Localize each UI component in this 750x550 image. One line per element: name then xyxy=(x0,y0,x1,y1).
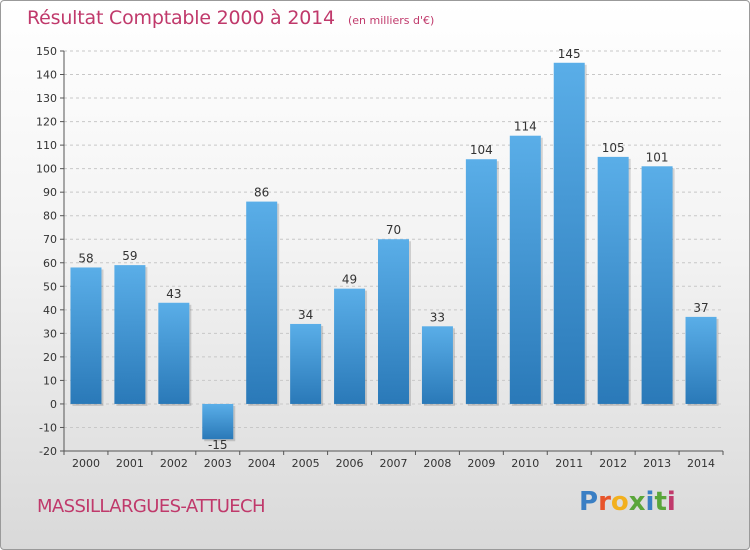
y-tick-label: 90 xyxy=(43,186,57,199)
data-label: 59 xyxy=(122,249,137,263)
y-tick-label: 130 xyxy=(36,92,57,105)
bar xyxy=(334,288,366,404)
y-tick-label: 140 xyxy=(36,69,57,82)
y-tick-label: 30 xyxy=(43,327,57,340)
bar xyxy=(246,201,278,404)
tick-labels: -20 -10 0 10 20 30 40 50 60 70 80 90 100 110 120 130 140… xyxy=(36,45,715,470)
y-tick-label: 0 xyxy=(50,398,57,411)
bar xyxy=(553,62,585,404)
bar xyxy=(202,403,234,440)
logo-letter: r xyxy=(598,487,611,517)
y-tick-label: 40 xyxy=(43,304,57,317)
x-tick-label: 2000 xyxy=(72,457,100,470)
chart-subtitle: (en milliers d'€) xyxy=(347,14,435,27)
logo-letter: o xyxy=(610,487,629,517)
data-label: 34 xyxy=(298,308,313,322)
y-tick-label: 20 xyxy=(43,351,57,364)
data-label: 86 xyxy=(254,186,269,200)
x-tick-label: 2009 xyxy=(467,457,495,470)
logo-letter: x xyxy=(628,487,646,517)
data-labels: 58 59 43 -15 86 34 49 70 33 104 114 145 105 101 37 xyxy=(78,47,708,452)
bar xyxy=(290,323,322,404)
data-label: 101 xyxy=(646,150,669,164)
bar xyxy=(685,316,717,404)
x-tick-label: 2006 xyxy=(336,457,364,470)
x-tick-label: 2002 xyxy=(160,457,188,470)
y-tick-label: -20 xyxy=(39,445,57,458)
x-tick-label: 2004 xyxy=(248,457,276,470)
bar xyxy=(158,302,190,404)
data-label: 49 xyxy=(342,273,357,287)
x-tick-label: 2008 xyxy=(423,457,451,470)
y-tick-label: 60 xyxy=(43,257,57,270)
y-tick-label: 10 xyxy=(43,374,57,387)
x-tick-label: 2011 xyxy=(555,457,583,470)
data-label: 58 xyxy=(78,251,93,265)
data-label: 114 xyxy=(514,120,537,134)
y-tick-label: 110 xyxy=(36,139,57,152)
chart-title-group: Résultat Comptable 2000 à 2014 (en milli… xyxy=(27,7,434,29)
bar xyxy=(70,267,102,404)
y-tick-label: 50 xyxy=(43,280,57,293)
bar xyxy=(509,135,541,404)
bar xyxy=(597,156,629,404)
data-label: 43 xyxy=(166,287,181,301)
y-tick-label: 120 xyxy=(36,116,57,129)
logo-letter: P xyxy=(579,487,599,517)
y-tick-label: 100 xyxy=(36,163,57,176)
bar xyxy=(465,159,497,404)
data-label: 104 xyxy=(470,143,493,157)
bars xyxy=(70,62,719,442)
bar xyxy=(114,265,146,404)
data-label: 105 xyxy=(602,141,625,155)
logo-letter: t xyxy=(654,487,667,517)
bar xyxy=(421,326,453,404)
axes xyxy=(60,50,724,455)
data-label: 145 xyxy=(558,47,581,61)
data-label: -15 xyxy=(208,438,228,452)
y-tick-label: 150 xyxy=(36,45,57,58)
x-tick-label: 2003 xyxy=(204,457,232,470)
logo-letter: i xyxy=(666,487,676,517)
chart-title: Résultat Comptable 2000 à 2014 xyxy=(27,7,335,29)
proxiti-logo[interactable]: Proxiti xyxy=(579,487,676,517)
x-tick-label: 2014 xyxy=(687,457,715,470)
data-label: 70 xyxy=(386,223,401,237)
x-tick-label: 2012 xyxy=(599,457,627,470)
y-tick-label: -10 xyxy=(39,421,57,434)
x-tick-label: 2010 xyxy=(511,457,539,470)
y-tick-label: 70 xyxy=(43,233,57,246)
x-tick-label: 2005 xyxy=(292,457,320,470)
data-label: 33 xyxy=(430,310,445,324)
x-tick-label: 2007 xyxy=(380,457,408,470)
bar xyxy=(641,166,673,404)
x-tick-label: 2001 xyxy=(116,457,144,470)
x-tick-label: 2013 xyxy=(643,457,671,470)
bar xyxy=(378,239,409,404)
y-tick-label: 80 xyxy=(43,210,57,223)
town-name: MASSILLARGUES-ATTUECH xyxy=(37,496,266,517)
logo-letter: i xyxy=(645,487,655,517)
data-label: 37 xyxy=(693,301,708,315)
